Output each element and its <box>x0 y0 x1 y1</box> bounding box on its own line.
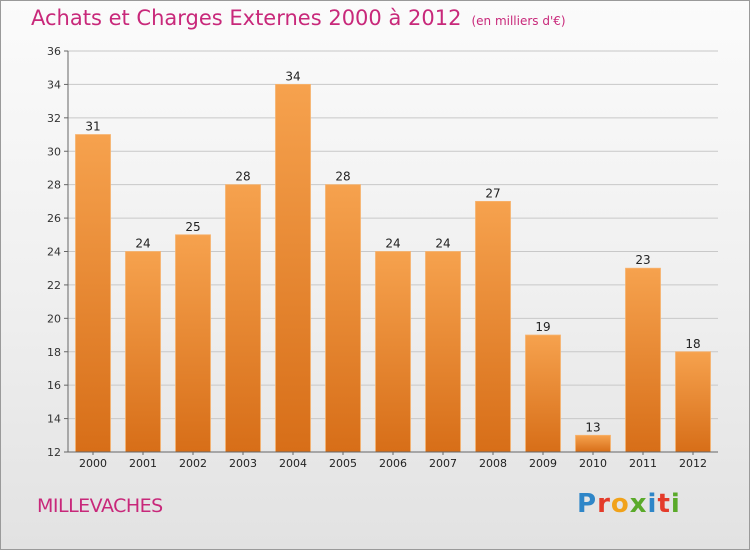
y-tick-label: 22 <box>47 279 61 292</box>
x-tick-label: 2010 <box>579 457 607 470</box>
y-tick-label: 16 <box>47 379 61 392</box>
bar-2012 <box>675 351 711 453</box>
y-tick-labels: 12 14 16 18 20 22 24 26 28 30 32 34 36 <box>47 45 61 459</box>
y-tick-label: 14 <box>47 413 61 426</box>
data-label: 28 <box>335 170 350 184</box>
x-tick-label: 2012 <box>679 457 707 470</box>
y-tick-label: 34 <box>47 78 61 91</box>
x-tick-label: 2007 <box>429 457 457 470</box>
place-name: MILLEVACHES <box>37 495 163 517</box>
data-label: 24 <box>135 237 150 251</box>
x-tick-label: 2002 <box>179 457 207 470</box>
y-tick-label: 36 <box>47 45 61 58</box>
bar-2000 <box>75 134 111 453</box>
data-label: 27 <box>485 186 500 200</box>
chart-subtitle: (en milliers d'€) <box>471 14 566 28</box>
bar-2006 <box>375 251 411 453</box>
data-label: 19 <box>535 320 550 334</box>
data-labels: 31 24 25 28 34 28 24 24 27 19 13 23 18 <box>85 69 700 434</box>
data-label: 24 <box>385 237 400 251</box>
y-tick-label: 32 <box>47 112 61 125</box>
x-tick-label: 2006 <box>379 457 407 470</box>
axes <box>64 50 718 455</box>
bar-2004 <box>275 84 311 453</box>
x-tick-labels: 2000 2001 2002 2003 2004 2005 2006 2007 2008 2009… <box>79 457 707 470</box>
data-label: 25 <box>185 220 200 234</box>
y-tick-label: 20 <box>47 312 61 325</box>
x-tick-label: 2009 <box>529 457 557 470</box>
data-label: 28 <box>235 170 250 184</box>
data-label: 34 <box>285 69 300 83</box>
data-label: 23 <box>635 253 650 267</box>
x-tick-label: 2000 <box>79 457 107 470</box>
bar-2005 <box>325 184 361 453</box>
y-tick-label: 12 <box>47 446 61 459</box>
bars <box>75 84 711 453</box>
bar-2003 <box>225 184 261 453</box>
x-tick-label: 2011 <box>629 457 657 470</box>
bar-2001 <box>125 251 161 453</box>
data-label: 13 <box>585 420 600 434</box>
y-tick-label: 28 <box>47 179 61 192</box>
bar-2009 <box>525 334 561 453</box>
bar-2002 <box>175 234 211 453</box>
x-tick-label: 2008 <box>479 457 507 470</box>
data-label: 24 <box>435 237 450 251</box>
bar-2007 <box>425 251 461 453</box>
bar-2008 <box>475 200 511 453</box>
bar-2011 <box>625 267 661 453</box>
chart-title-text: Achats et Charges Externes 2000 à 2012 <box>31 6 462 30</box>
data-label: 31 <box>85 120 100 134</box>
y-tick-label: 26 <box>47 212 61 225</box>
chart-title: Achats et Charges Externes 2000 à 2012 (e… <box>31 6 566 30</box>
x-tick-label: 2005 <box>329 457 357 470</box>
proxiti-logo[interactable]: Proxiti <box>577 489 681 519</box>
x-tick-label: 2004 <box>279 457 307 470</box>
bar-2010 <box>575 434 611 453</box>
y-tick-label: 24 <box>47 246 61 259</box>
y-tick-label: 18 <box>47 346 61 359</box>
x-tick-label: 2003 <box>229 457 257 470</box>
data-label: 18 <box>685 337 700 351</box>
y-tick-label: 30 <box>47 145 61 158</box>
x-tick-label: 2001 <box>129 457 157 470</box>
